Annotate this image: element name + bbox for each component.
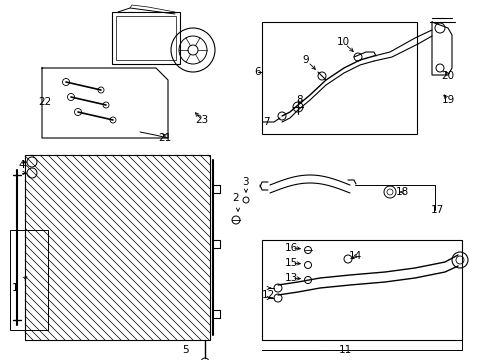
Text: 19: 19 xyxy=(441,95,455,105)
Text: 11: 11 xyxy=(339,345,352,355)
Text: 4: 4 xyxy=(19,160,25,170)
Text: 15: 15 xyxy=(284,258,297,268)
Text: 18: 18 xyxy=(395,187,409,197)
Text: 17: 17 xyxy=(430,205,443,215)
Text: 9: 9 xyxy=(303,55,309,65)
Bar xyxy=(10,230,48,330)
Text: 8: 8 xyxy=(296,95,303,105)
Bar xyxy=(25,155,210,340)
Bar xyxy=(262,22,417,134)
Text: 16: 16 xyxy=(284,243,297,253)
Text: 7: 7 xyxy=(263,117,270,127)
Text: 2: 2 xyxy=(233,193,239,203)
Bar xyxy=(262,240,462,340)
Text: 14: 14 xyxy=(348,251,362,261)
Text: 10: 10 xyxy=(337,37,349,47)
Text: 5: 5 xyxy=(182,345,188,355)
Text: 12: 12 xyxy=(261,290,274,300)
Bar xyxy=(25,155,210,340)
Text: 3: 3 xyxy=(242,177,248,187)
Text: 13: 13 xyxy=(284,273,297,283)
Bar xyxy=(112,12,180,64)
Text: 21: 21 xyxy=(158,133,172,143)
Text: 1: 1 xyxy=(12,283,18,293)
Text: 20: 20 xyxy=(441,71,455,81)
Text: 22: 22 xyxy=(38,97,51,107)
Text: 23: 23 xyxy=(196,115,209,125)
Text: 6: 6 xyxy=(255,67,261,77)
Bar xyxy=(116,16,176,60)
